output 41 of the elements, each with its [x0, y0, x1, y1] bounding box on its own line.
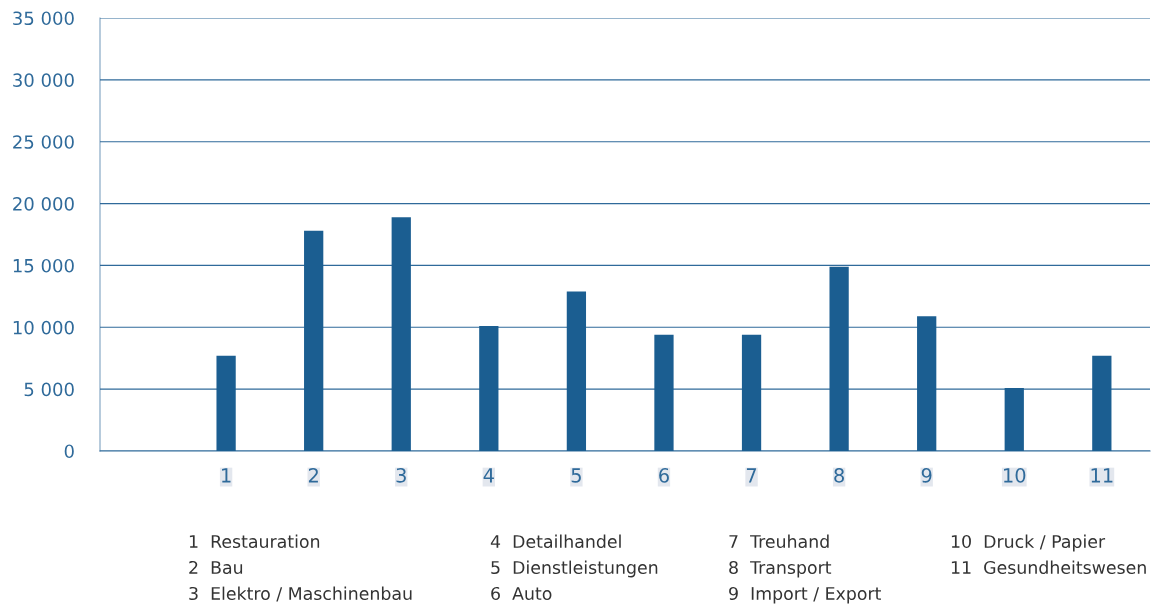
- bar: [1004, 387, 1024, 451]
- text: 4 Detailhandel: [490, 534, 621, 549]
- bar: [216, 355, 236, 451]
- x-tick-label: 9: [921, 468, 932, 483]
- bar: [479, 326, 499, 451]
- x-tick-label: 10: [1004, 468, 1026, 483]
- text: 7 Treuhand: [729, 534, 829, 549]
- y-tick-label: 15 000: [13, 258, 74, 273]
- text: 11 Gesundheitswesen: [951, 560, 1146, 575]
- x-tick-label: 8: [834, 468, 844, 483]
- y-tick-label: 10 000: [13, 320, 74, 335]
- text: 10 Druck / Papier: [951, 534, 1106, 552]
- bar: [741, 334, 762, 451]
- text: 2 Bau: [189, 560, 243, 575]
- bar: [1092, 355, 1112, 451]
- y-tick-label: 35 000: [13, 11, 74, 26]
- text: 6 Auto: [491, 586, 552, 601]
- x-tick-label: 5: [571, 468, 581, 483]
- x-tick-label: 1: [222, 468, 231, 483]
- x-tick-label: 7: [746, 468, 757, 483]
- text: 8 Transport: [729, 560, 832, 578]
- y-tick-label: 20 000: [13, 197, 74, 211]
- text: 3 Elektro / Maschinenbau: [189, 586, 412, 602]
- x-tick-label: 4: [483, 468, 494, 483]
- x-tick-label: 3: [396, 468, 406, 483]
- text: 5 Dienstleistungen: [491, 560, 658, 578]
- y-tick-label: 30 000: [13, 73, 74, 87]
- y-tick-label: 25 000: [13, 135, 74, 149]
- x-tick-label: 11: [1091, 468, 1113, 483]
- bar: [917, 316, 937, 451]
- bar: [654, 334, 674, 451]
- text: 1 Restauration: [189, 534, 320, 549]
- bar: [391, 217, 411, 451]
- bar: [829, 266, 849, 451]
- text: 9 Import / Export: [729, 586, 881, 604]
- x-tick-label: 6: [659, 468, 669, 483]
- y-tick-label: 5 000: [24, 382, 74, 397]
- y-tick-label: 0: [64, 444, 74, 459]
- x-tick-label: 2: [308, 468, 318, 483]
- bar: [304, 230, 324, 451]
- bar: [566, 291, 587, 451]
